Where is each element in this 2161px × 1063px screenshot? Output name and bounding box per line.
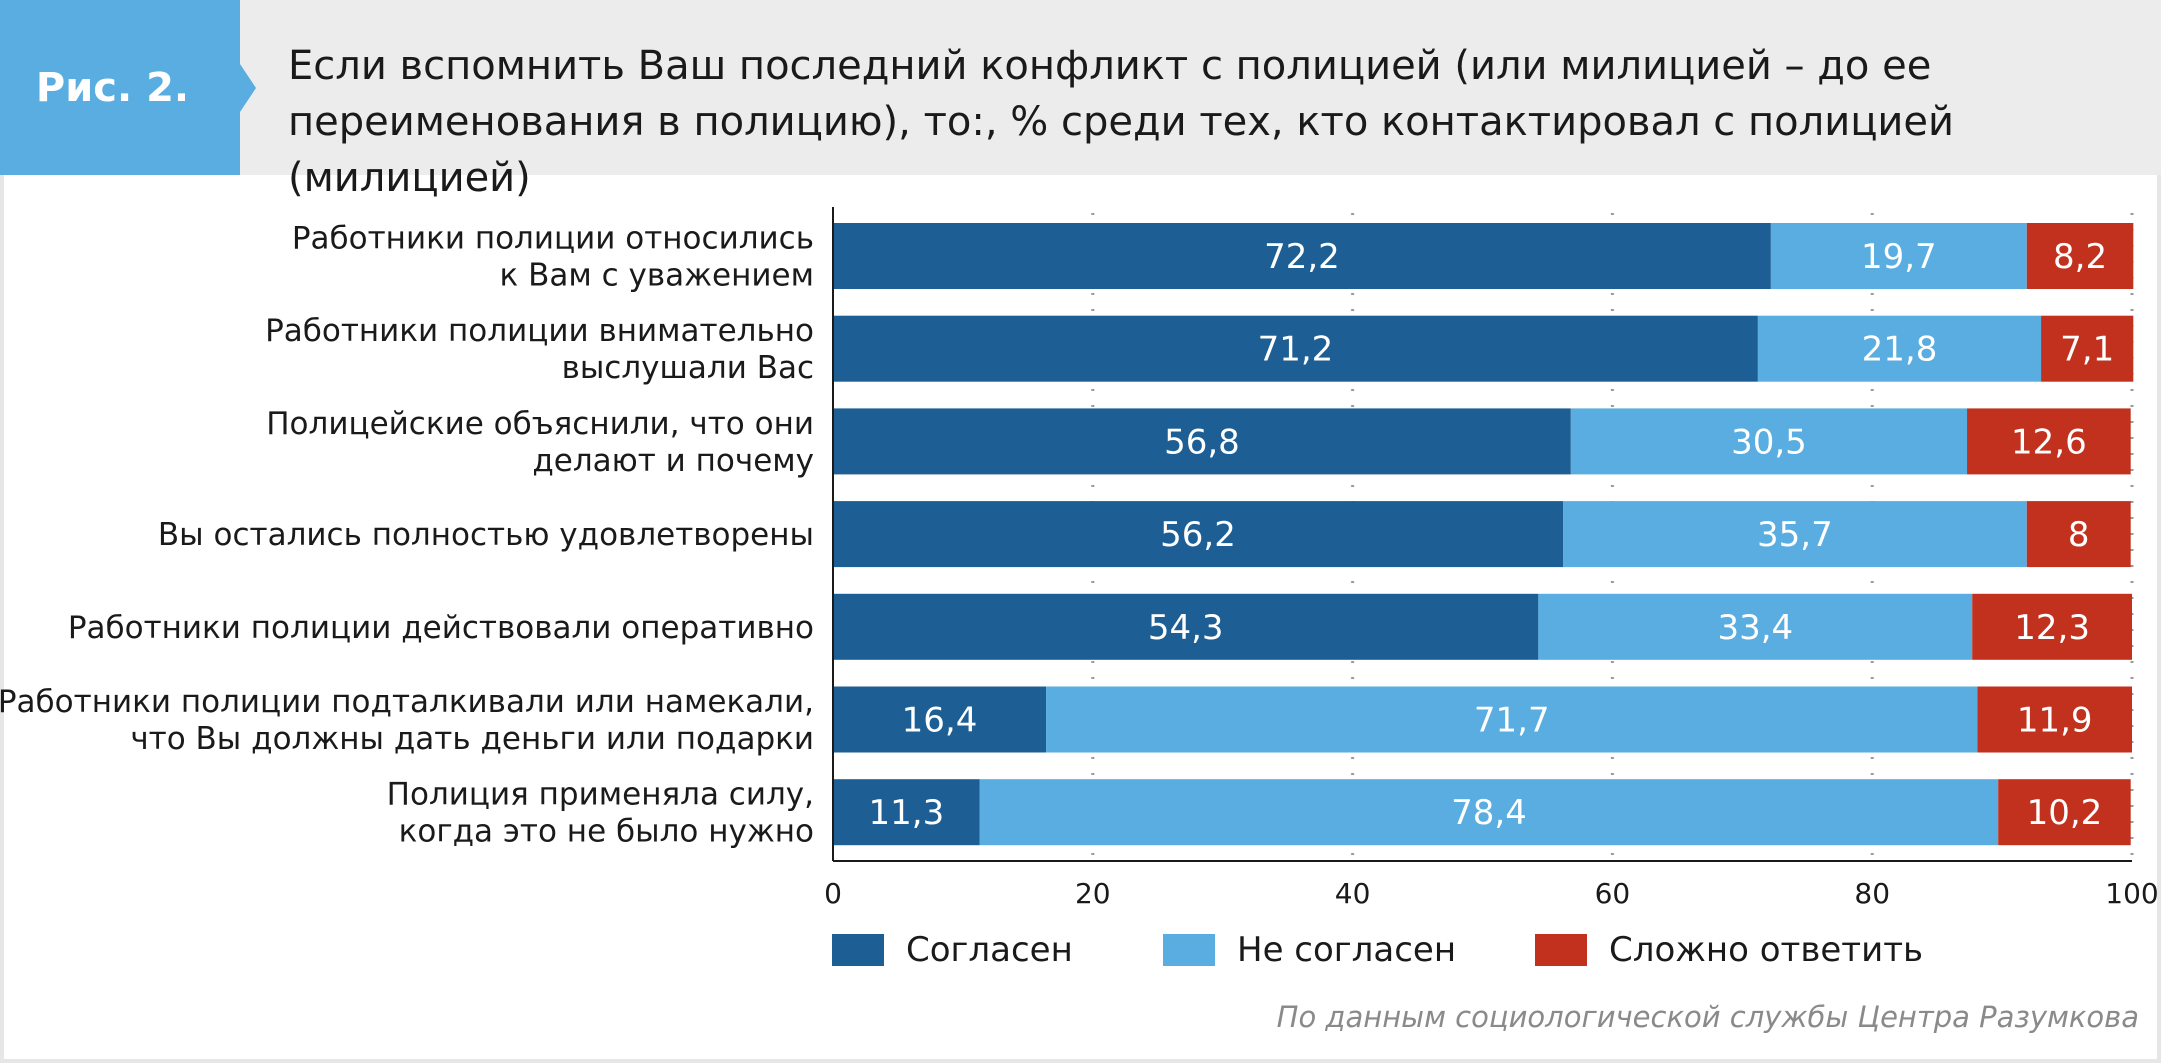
bar-согласен-6 xyxy=(833,779,980,846)
category-label-6-line-0: Полиция применяла силу, xyxy=(387,777,814,813)
bar-согласен-3 xyxy=(833,501,1564,568)
category-label-3-line-0: Вы остались полностью удовлетворены xyxy=(158,517,814,553)
data-label-сложно-ответить-3: 8 xyxy=(2068,515,2090,555)
bar-сложно-ответить-2 xyxy=(1967,408,2131,475)
legend-swatch-hard-to-answer xyxy=(1535,934,1587,966)
data-label-сложно-ответить-2: 12,6 xyxy=(2011,422,2087,462)
data-label-сложно-ответить-4: 12,3 xyxy=(2014,608,2090,648)
data-label-не-согласен-2: 30,5 xyxy=(1731,422,1807,462)
legend-label-agree: Согласен xyxy=(906,930,1073,970)
bar-не-согласен-6 xyxy=(979,779,1999,846)
frame-left-edge xyxy=(0,175,4,1063)
legend-item-disagree: Не согласен xyxy=(1163,930,1456,970)
data-label-согласен-3: 56,2 xyxy=(1160,515,1236,555)
legend-item-agree: Согласен xyxy=(832,930,1073,970)
category-label-5-line-1: что Вы должны дать деньги или подарки xyxy=(130,721,814,757)
data-label-согласен-1: 71,2 xyxy=(1258,330,1334,370)
data-label-сложно-ответить-0: 8,2 xyxy=(2053,237,2107,277)
category-label-2-line-0: Полицейские объяснили, что они xyxy=(266,406,814,442)
bar-не-согласен-0 xyxy=(1770,223,2027,289)
bar-сложно-ответить-1 xyxy=(2041,315,2134,382)
data-label-согласен-0: 72,2 xyxy=(1264,237,1340,277)
chart-header: Рис. 2. Если вспомнить Ваш последний кон… xyxy=(0,0,2161,201)
badge-arrow-icon xyxy=(240,64,256,112)
bar-согласен-5 xyxy=(833,686,1047,753)
bar-сложно-ответить-4 xyxy=(1972,593,2132,660)
stacked-bar-chart: 72,2 19,7 8,2 71,2 21,8 7,1 56,8 30,5 12,6 56,2 35… xyxy=(0,207,2159,910)
x-tick-label-0: 0 xyxy=(824,877,842,910)
legend-label-hard-to-answer: Сложно ответить xyxy=(1609,930,1924,970)
bar-согласен-0 xyxy=(833,223,1771,289)
figure-badge: Рис. 2. xyxy=(0,0,240,175)
bar-не-согласен-1 xyxy=(1757,315,2042,382)
chart-title-line-2: переименования в полицию), то:, % среди … xyxy=(288,99,1955,201)
figure-number: Рис. 2. xyxy=(35,64,190,111)
category-label-0-line-0: Работники полиции относились xyxy=(292,221,814,257)
category-label-1-line-0: Работники полиции внимательно xyxy=(265,313,814,349)
chart-title-line-1: Если вспомнить Ваш последний конфликт с … xyxy=(288,43,1932,89)
bar-сложно-ответить-5 xyxy=(1977,686,2132,753)
x-tick-label-60: 60 xyxy=(1595,877,1631,910)
x-tick-label-100: 100 xyxy=(2105,877,2158,910)
bar-согласен-1 xyxy=(833,315,1758,382)
legend-item-hard-to-answer: Сложно ответить xyxy=(1535,930,1923,970)
category-label-5-line-0: Работники полиции подталкивали или намек… xyxy=(0,684,814,720)
bar-не-согласен-3 xyxy=(1563,501,2027,568)
data-label-не-согласен-0: 19,7 xyxy=(1861,237,1937,277)
bar-сложно-ответить-3 xyxy=(2026,501,2131,568)
data-label-не-согласен-3: 35,7 xyxy=(1757,515,1833,555)
data-label-сложно-ответить-1: 7,1 xyxy=(2060,330,2114,370)
x-tick-label-80: 80 xyxy=(1854,877,1890,910)
frame-right-edge xyxy=(2157,175,2161,1063)
chart-title: Если вспомнить Ваш последний конфликт с … xyxy=(288,38,2148,206)
category-label-1-line-1: выслушали Вас xyxy=(562,350,814,386)
category-label-0-line-1: к Вам с уважением xyxy=(500,258,814,294)
data-label-согласен-4: 54,3 xyxy=(1148,608,1224,648)
data-label-сложно-ответить-6: 10,2 xyxy=(2027,793,2103,833)
bar-сложно-ответить-6 xyxy=(1998,779,2131,846)
legend-swatch-agree xyxy=(832,934,884,966)
bar-не-согласен-5 xyxy=(1046,686,1978,753)
x-tick-label-40: 40 xyxy=(1335,877,1371,910)
category-label-2-line-1: делают и почему xyxy=(532,443,814,479)
data-label-не-согласен-1: 21,8 xyxy=(1862,330,1938,370)
bar-не-согласен-4 xyxy=(1538,593,1973,660)
category-label-6-line-1: когда это не было нужно xyxy=(399,814,814,850)
bar-не-согласен-2 xyxy=(1570,408,1968,475)
data-label-не-согласен-5: 71,7 xyxy=(1474,701,1550,741)
legend-label-disagree: Не согласен xyxy=(1237,930,1457,970)
data-label-не-согласен-4: 33,4 xyxy=(1717,608,1793,648)
category-label-4-line-0: Работники полиции действовали оперативно xyxy=(68,610,814,646)
data-label-согласен-2: 56,8 xyxy=(1164,422,1240,462)
data-label-согласен-5: 16,4 xyxy=(902,701,978,741)
data-label-согласен-6: 11,3 xyxy=(869,793,945,833)
bar-согласен-4 xyxy=(833,593,1539,660)
frame-bottom-edge xyxy=(0,1059,2161,1063)
bar-сложно-ответить-0 xyxy=(2026,223,2134,289)
data-label-сложно-ответить-5: 11,9 xyxy=(2017,701,2093,741)
data-label-не-согласен-6: 78,4 xyxy=(1451,793,1527,833)
x-tick-label-20: 20 xyxy=(1075,877,1111,910)
legend-swatch-disagree xyxy=(1163,934,1215,966)
source-note: По данным социологической службы Центра … xyxy=(1276,1000,2139,1034)
bar-согласен-2 xyxy=(833,408,1571,475)
